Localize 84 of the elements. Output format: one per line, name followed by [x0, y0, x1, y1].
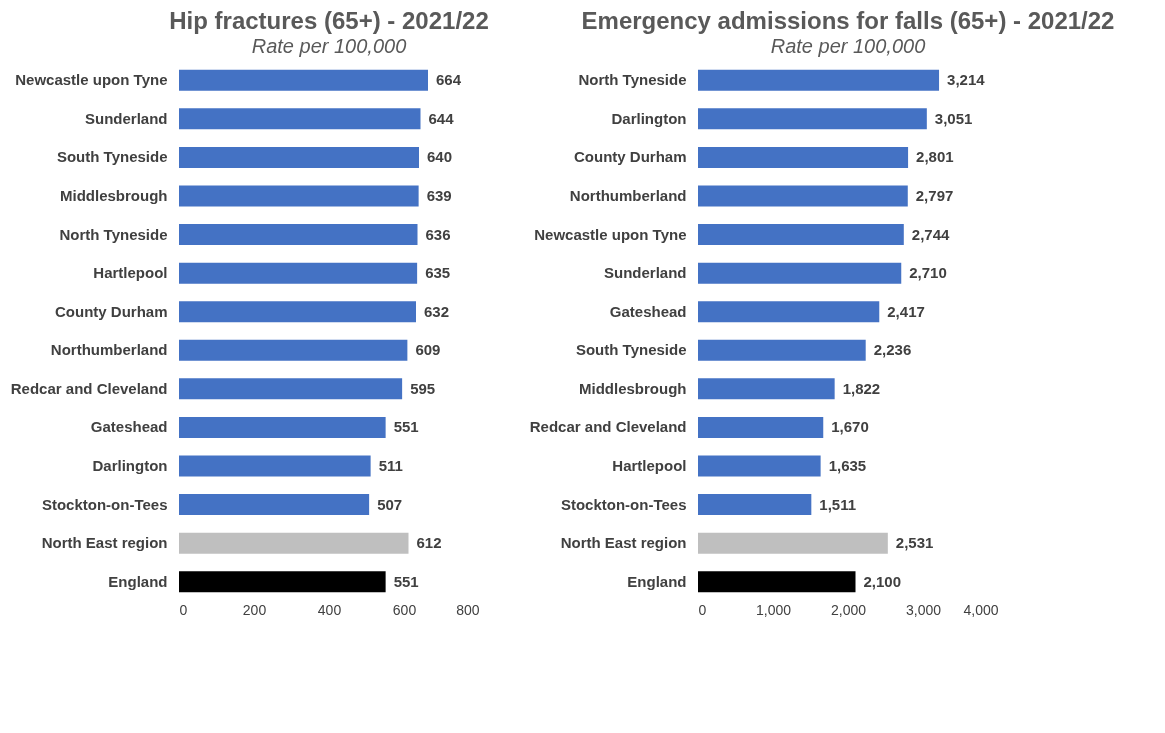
x-tick-label: 2,000: [830, 601, 867, 618]
y-tick-label: England: [627, 572, 687, 590]
data-label: 632: [424, 302, 450, 320]
data-label: 640: [427, 148, 453, 166]
chart-title: Emergency admissions for falls (65+) - 2021/22: [581, 7, 1115, 34]
bar: [179, 262, 418, 284]
bar: [179, 571, 386, 593]
chart-subtitle: Rate per 100,000: [251, 35, 407, 57]
y-tick-label: Sunderland: [603, 264, 687, 282]
chart-subtitle: Rate per 100,000: [770, 35, 926, 57]
bar: [179, 301, 416, 323]
bar: [179, 455, 371, 477]
y-tick-label: South Tyneside: [56, 148, 168, 166]
y-tick-label: North Tyneside: [59, 225, 168, 243]
data-label: 644: [428, 109, 455, 127]
y-tick-label: Sunderland: [84, 109, 168, 127]
bar: [179, 494, 370, 516]
bar: [179, 416, 386, 438]
chart-title: Hip fractures (65+) - 2021/22: [169, 7, 489, 34]
y-tick-label: County Durham: [55, 302, 168, 320]
data-label: 3,051: [934, 109, 973, 127]
x-tick-label: 200: [242, 601, 267, 618]
data-label: 664: [436, 71, 462, 89]
y-tick-label: Newcastle upon Tyne: [534, 225, 687, 243]
bar: [179, 146, 419, 168]
data-label: 2,531: [895, 534, 934, 552]
data-label: 612: [416, 534, 442, 552]
bar: [179, 185, 419, 207]
bar: [179, 69, 428, 91]
data-label: 2,744: [911, 225, 950, 243]
data-label: 551: [393, 572, 419, 590]
data-label: 511: [378, 457, 403, 474]
data-label: 3,214: [947, 71, 986, 89]
data-label: 636: [425, 225, 451, 243]
y-tick-label: South Tyneside: [575, 341, 687, 359]
x-tick-label: 1,000: [755, 601, 792, 618]
data-label: 635: [425, 264, 451, 282]
y-tick-label: Middlesbrough: [60, 187, 168, 204]
y-tick-label: County Durham: [574, 148, 687, 166]
data-label: 507: [377, 495, 403, 513]
y-tick-label: North East region: [560, 534, 687, 552]
data-label: 2,801: [916, 148, 954, 166]
data-label: 2,797: [915, 187, 954, 204]
data-label: 595: [410, 379, 436, 397]
bar: [179, 339, 408, 361]
x-tick-label: 600: [392, 601, 417, 618]
y-tick-label: Gateshead: [609, 302, 687, 320]
y-tick-label: England: [108, 572, 168, 590]
data-label: 2,710: [909, 264, 947, 282]
y-tick-label: Northumberland: [569, 187, 687, 204]
y-tick-label: Gateshead: [90, 418, 168, 436]
bar: [179, 378, 403, 400]
y-tick-label: Newcastle upon Tyne: [15, 71, 168, 89]
y-tick-label: Middlesbrough: [579, 379, 687, 397]
bar: [179, 532, 409, 554]
data-label: 639: [426, 187, 452, 204]
x-tick-label: 0: [179, 601, 188, 618]
x-tick-label: 4,000: [963, 601, 999, 618]
data-label: 1,822: [842, 379, 881, 397]
bar: [179, 224, 418, 246]
bar: [179, 108, 421, 130]
y-tick-label: Hartlepool: [612, 457, 687, 474]
data-label: 1,635: [828, 457, 867, 474]
y-tick-label: North Tyneside: [578, 71, 687, 89]
data-label: 551: [393, 418, 419, 436]
x-tick-label: 400: [317, 601, 342, 618]
data-label: 2,417: [887, 302, 925, 320]
y-tick-label: Darlington: [611, 109, 687, 127]
data-label: 1,511: [819, 495, 857, 513]
data-label: 1,670: [831, 418, 869, 436]
data-label: 2,100: [863, 572, 902, 590]
y-tick-label: Stockton-on-Tees: [560, 495, 687, 513]
y-tick-label: Darlington: [92, 457, 168, 474]
data-label: 2,236: [873, 341, 912, 359]
y-tick-label: North East region: [41, 534, 168, 552]
y-tick-label: Hartlepool: [93, 264, 168, 282]
y-tick-label: Northumberland: [50, 341, 168, 359]
y-tick-label: Stockton-on-Tees: [41, 495, 168, 513]
y-tick-label: Redcar and Cleveland: [529, 418, 687, 436]
x-tick-label: 3,000: [905, 601, 942, 618]
x-tick-label: 800: [456, 601, 480, 618]
x-tick-label: 0: [698, 601, 707, 618]
data-label: 609: [415, 341, 441, 359]
y-tick-label: Redcar and Cleveland: [10, 379, 168, 397]
